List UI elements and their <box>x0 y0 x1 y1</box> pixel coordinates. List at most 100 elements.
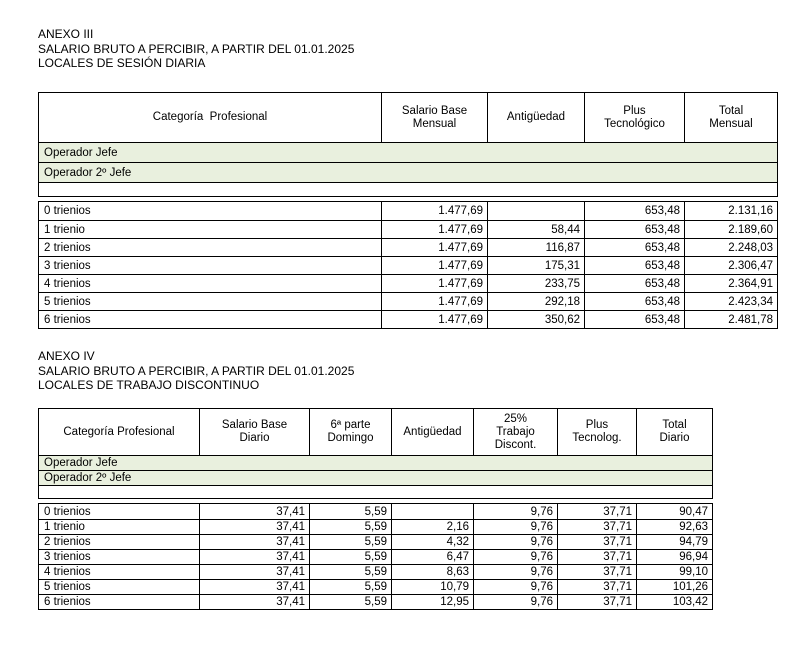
table-row: 0 trienios 37,41 5,59 9,76 37,71 90,47 <box>39 504 712 519</box>
cell-value: 2.306,47 <box>684 257 777 274</box>
row-label: 2 trienios <box>44 536 91 548</box>
cell-value: 37,41 <box>199 580 309 594</box>
cell-value: 1.477,69 <box>381 202 487 220</box>
table-row: 6 trienios 1.477,69 350,62 653,48 2.481,78 <box>39 310 777 328</box>
cell-value: 2.481,78 <box>684 311 777 328</box>
column-header: 6ª parte Domingo <box>309 409 391 455</box>
cell-value: 37,41 <box>199 520 309 534</box>
table-row: 5 trienios 1.477,69 292,18 653,48 2.423,34 <box>39 292 777 310</box>
column-header: Plus Tecnolog. <box>557 409 636 455</box>
cell-value: 37,41 <box>199 565 309 579</box>
row-label: 3 trienios <box>44 551 91 563</box>
row-label: 2 trienios <box>44 241 91 254</box>
cell-value: 9,76 <box>473 550 557 564</box>
cell-value: 103,42 <box>636 595 712 609</box>
table-header-row: Categoría Profesional Salario Base Diari… <box>39 409 712 455</box>
cell-value: 37,71 <box>557 565 636 579</box>
cell-value: 653,48 <box>584 275 684 292</box>
category-band: Operador Jefe <box>39 455 712 470</box>
cell-value: 2,16 <box>391 520 473 534</box>
column-header: Total Diario <box>636 409 712 455</box>
cell-value: 37,71 <box>557 550 636 564</box>
spacer-row <box>39 182 777 196</box>
column-header: Categoría Profesional <box>63 425 175 438</box>
table-row: 4 trienios 37,41 5,59 8,63 9,76 37,71 99,10 <box>39 564 712 579</box>
cell-value: 12,95 <box>391 595 473 609</box>
column-header: Antigüedad <box>391 409 473 455</box>
cell-value: 5,59 <box>309 565 391 579</box>
cell-value: 2.131,16 <box>684 202 777 220</box>
cell-value: 1.477,69 <box>381 257 487 274</box>
table-row: 3 trienios 37,41 5,59 6,47 9,76 37,71 96,94 <box>39 549 712 564</box>
column-header: Antigüedad <box>487 93 584 142</box>
row-label: 4 trienios <box>44 566 91 578</box>
table-row: 5 trienios 37,41 5,59 10,79 9,76 37,71 101,26 <box>39 579 712 594</box>
row-label: 6 trienios <box>44 313 91 326</box>
cell-value: 9,76 <box>473 535 557 549</box>
cell-value: 58,44 <box>487 221 584 238</box>
anexo-iii-title-block: ANEXO III SALARIO BRUTO A PERCIBIR, A PA… <box>38 27 354 71</box>
column-header: Salario Base Mensual <box>381 93 487 142</box>
cell-value: 653,48 <box>584 257 684 274</box>
column-header: 25% Trabajo Discont. <box>473 409 557 455</box>
row-label: 0 trienios <box>44 505 91 518</box>
row-label: 0 trienios <box>44 205 91 217</box>
cell-value: 1.477,69 <box>381 293 487 310</box>
cell-value: 37,71 <box>557 580 636 594</box>
column-header: Categoría Profesional <box>152 111 268 123</box>
cell-value: 5,59 <box>309 504 391 519</box>
cell-value: 9,76 <box>473 504 557 519</box>
cell-value: 5,59 <box>309 550 391 564</box>
cell-value: 99,10 <box>636 565 712 579</box>
row-label: 4 trienios <box>44 277 91 290</box>
category-band: Operador 2º Jefe <box>39 470 712 485</box>
table-data-box: 0 trienios 37,41 5,59 9,76 37,71 90,47 1 trien… <box>38 503 713 610</box>
cell-value: 37,41 <box>199 504 309 519</box>
cell-value: 37,41 <box>199 550 309 564</box>
row-label: 1 trienio <box>44 521 85 533</box>
anexo-iii-table: Categoría Profesional Salario Base Mensu… <box>38 92 778 329</box>
cell-value: 6,47 <box>391 550 473 564</box>
cell-value: 37,71 <box>557 504 636 519</box>
cell-value: 8,63 <box>391 565 473 579</box>
cell-value: 9,76 <box>473 595 557 609</box>
cell-value: 10,79 <box>391 580 473 594</box>
row-label: 3 trienios <box>44 259 91 272</box>
table-head-box: Categoría Profesional Salario Base Diari… <box>38 408 713 499</box>
cell-value: 4,32 <box>391 535 473 549</box>
cell-value: 37,41 <box>199 595 309 609</box>
cell-value: 9,76 <box>473 580 557 594</box>
column-header: Plus Tecnológico <box>584 93 684 142</box>
cell-value: 1.477,69 <box>381 275 487 292</box>
table-data-box: 0 trienios 1.477,69 653,48 2.131,16 1 trieni… <box>38 201 778 329</box>
cell-value: 653,48 <box>584 239 684 256</box>
cell-value: 1.477,69 <box>381 221 487 238</box>
cell-value <box>391 504 473 519</box>
category-band: Operador 2º Jefe <box>39 162 777 182</box>
title-line: LOCALES DE TRABAJO DISCONTINUO <box>38 378 260 392</box>
cell-value: 2.423,34 <box>684 293 777 310</box>
cell-value: 653,48 <box>584 202 684 220</box>
cell-value: 9,76 <box>473 565 557 579</box>
table-row: 4 trienios 1.477,69 233,75 653,48 2.364,91 <box>39 274 777 292</box>
anexo-iv-title-block: ANEXO IV SALARIO BRUTO A PERCIBIR, A PAR… <box>38 349 354 393</box>
table-row: 3 trienios 1.477,69 175,31 653,48 2.306,47 <box>39 256 777 274</box>
table-row: 6 trienios 37,41 5,59 12,95 9,76 37,71 103,42 <box>39 594 712 609</box>
cell-value: 37,71 <box>557 595 636 609</box>
title-line: ANEXO III <box>38 27 94 41</box>
spacer-row <box>39 485 712 498</box>
cell-value: 5,59 <box>309 580 391 594</box>
table-row: 0 trienios 1.477,69 653,48 2.131,16 <box>39 202 777 220</box>
title-line: LOCALES DE SESIÓN DIARIA <box>38 56 206 70</box>
cell-value: 116,87 <box>487 239 584 256</box>
cell-value: 1.477,69 <box>381 311 487 328</box>
cell-value: 37,71 <box>557 520 636 534</box>
cell-value: 37,41 <box>199 535 309 549</box>
cell-value: 5,59 <box>309 520 391 534</box>
cell-value: 2.364,91 <box>684 275 777 292</box>
title-line: SALARIO BRUTO A PERCIBIR, A PARTIR DEL 0… <box>38 363 355 378</box>
cell-value: 5,59 <box>309 535 391 549</box>
row-label: 1 trienio <box>44 223 85 236</box>
title-line: SALARIO BRUTO A PERCIBIR, A PARTIR DEL 0… <box>38 41 355 56</box>
